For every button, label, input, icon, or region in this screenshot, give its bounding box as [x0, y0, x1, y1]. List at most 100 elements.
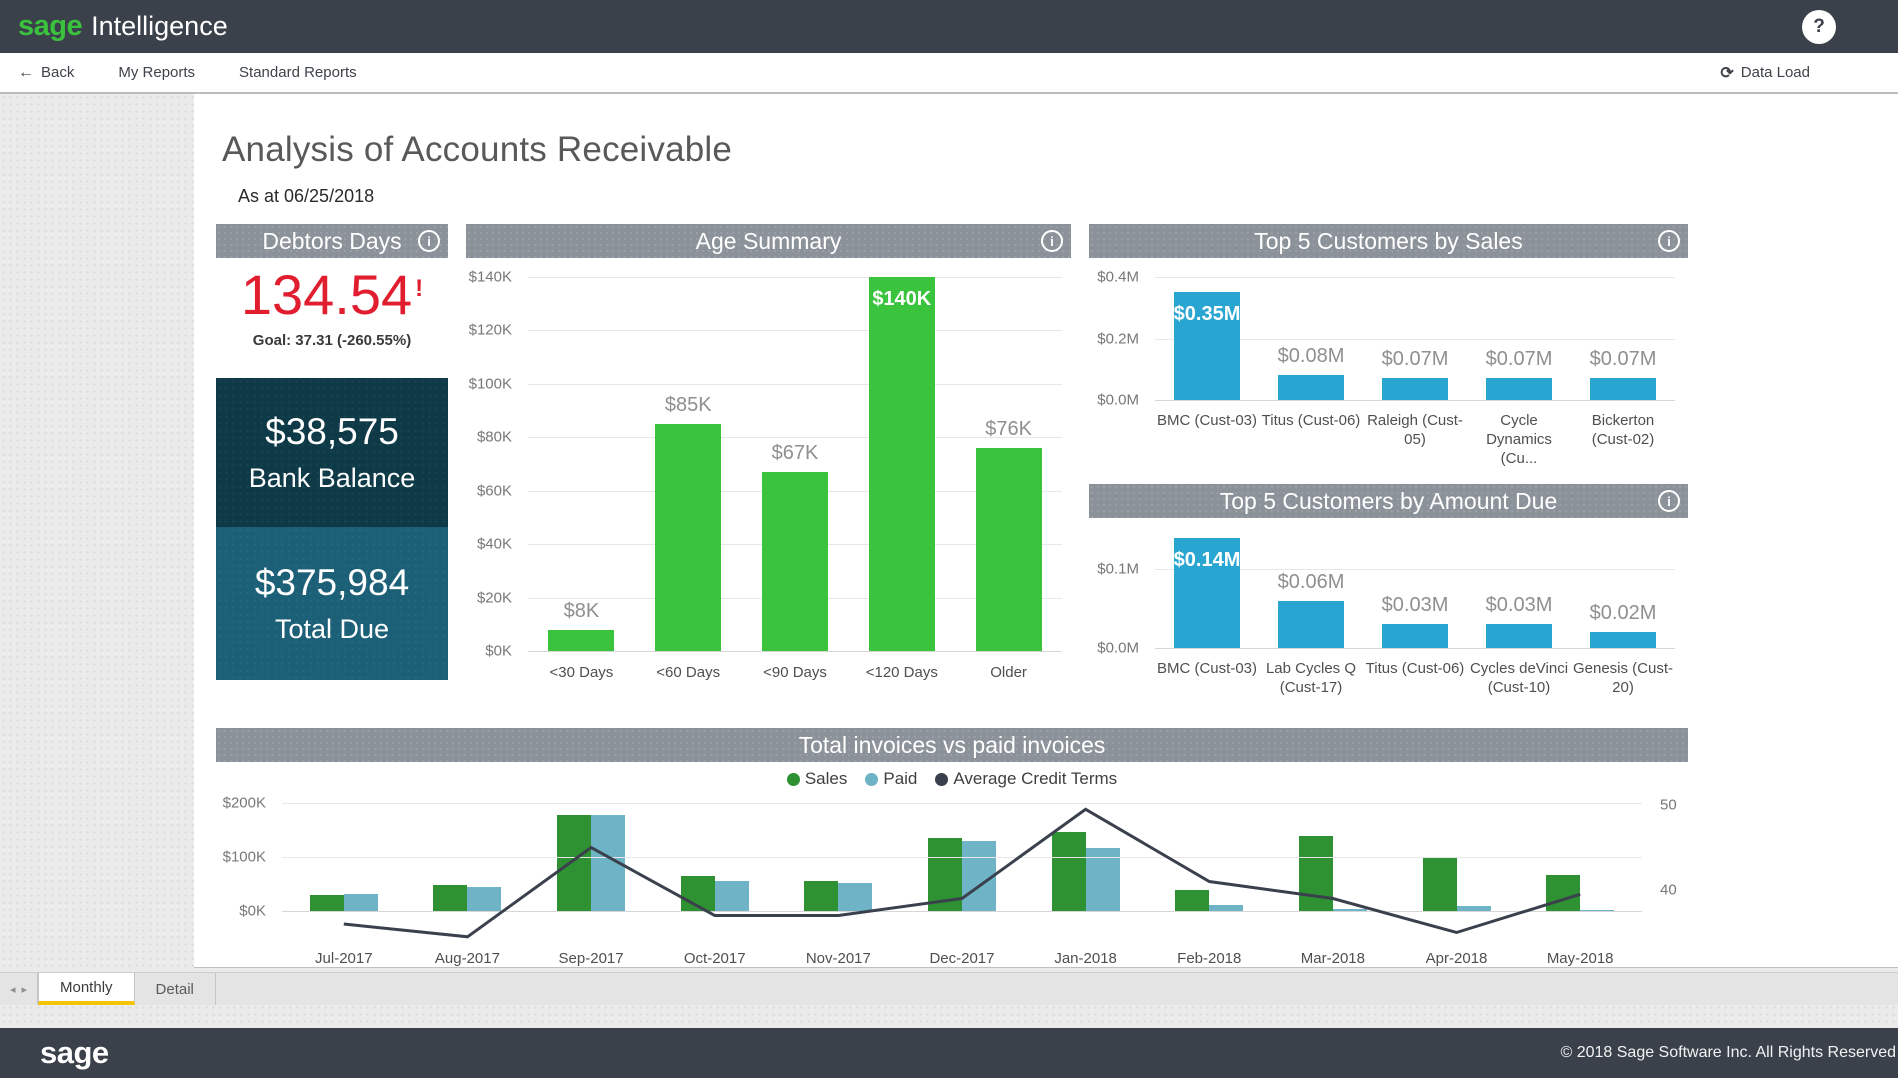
tab-monthly[interactable]: Monthly [38, 973, 135, 1005]
bar[interactable] [1278, 600, 1344, 648]
paid-bar[interactable] [1209, 904, 1244, 911]
tab-scroll-left-icon[interactable]: ◂ [9, 983, 16, 996]
month-slot [1147, 803, 1271, 911]
y-axis-label: $0.0M [1097, 391, 1139, 409]
bar[interactable] [548, 629, 615, 651]
sales-bar[interactable] [1422, 857, 1457, 911]
tab-scroll-right-icon[interactable]: ▸ [21, 983, 28, 996]
info-icon[interactable]: i [418, 230, 440, 252]
legend-item: Sales [786, 769, 847, 789]
category-label: <90 Days [763, 664, 827, 681]
bar[interactable] [1590, 378, 1656, 400]
sheet-tab-bar: ◂ ▸ Monthly Detail [0, 972, 1898, 1005]
average-credit-terms-line [343, 807, 1581, 939]
chart-legend: Sales Paid Average Credit Terms [216, 766, 1688, 792]
bar-value-label: $0.02M [1589, 602, 1657, 625]
bar[interactable] [1382, 624, 1448, 648]
sales-bar[interactable] [1051, 831, 1086, 911]
gridline [282, 857, 1642, 858]
paid-bar[interactable] [467, 887, 502, 911]
sales-bar[interactable] [1546, 874, 1581, 911]
bar-slot: $0.07M [1467, 277, 1571, 400]
bar[interactable] [1486, 624, 1552, 648]
bar-value-label: $0.35M [1173, 303, 1241, 326]
gridline [282, 911, 1642, 912]
category-label: BMC (Cust-03) [1156, 412, 1257, 429]
nav-my-reports[interactable]: My Reports [118, 64, 196, 81]
month-label: May-2018 [1546, 950, 1614, 967]
bar[interactable] [1174, 537, 1240, 648]
bar[interactable] [1278, 375, 1344, 400]
refresh-icon: ⟳ [1720, 64, 1734, 82]
month-slot [653, 803, 777, 911]
bar-slot: $0.35M [1155, 277, 1259, 400]
category-label: Bickerton (Cust-02) [1591, 412, 1655, 448]
bar-slot: $0.08M [1259, 277, 1363, 400]
bar-slot: $0.07M [1571, 277, 1675, 400]
category-label: Titus (Cust-06) [1365, 660, 1465, 677]
month-label: Feb-2018 [1177, 950, 1242, 967]
back-button[interactable]: ← Back [18, 64, 74, 82]
bar-slot: $0.03M [1467, 530, 1571, 648]
info-icon[interactable]: i [1658, 490, 1680, 512]
bar[interactable] [1590, 632, 1656, 648]
paid-bar[interactable] [838, 882, 873, 911]
top5-sales-header: Top 5 Customers by Sales i [1089, 224, 1688, 258]
data-load-button[interactable]: ⟳ Data Load [1720, 63, 1810, 83]
help-icon[interactable]: ? [1802, 10, 1836, 44]
paid-bar[interactable] [961, 841, 996, 911]
sales-bar[interactable] [1175, 889, 1210, 911]
bar-value-label: $140K [872, 288, 932, 310]
bar-value-label: $0.07M [1381, 348, 1449, 371]
paid-bar[interactable] [1085, 848, 1120, 911]
paid-bar[interactable] [1456, 905, 1491, 911]
gridline [1155, 277, 1675, 278]
legend-dot-icon [865, 772, 879, 786]
month-label: Jan-2018 [1054, 950, 1117, 967]
top5-due-x-axis: BMC (Cust-03) Lab Cycles Q (Cust-17) Titus… [1155, 660, 1675, 704]
invoices-x-axis: Jul-2017 Aug-2017 Sep-2017 Oct-2017 Nov-2017… [282, 950, 1642, 972]
sales-bar[interactable] [557, 814, 592, 911]
top5-due-y-axis: $0.0M $0.1M [1089, 530, 1147, 657]
tab-detail[interactable]: Detail [135, 973, 216, 1005]
bar-slot: $85K [635, 277, 742, 651]
category-label: Cycle Dynamics (Cu... [1486, 412, 1552, 467]
bar[interactable] [1486, 378, 1552, 400]
info-icon[interactable]: i [1041, 230, 1063, 252]
bar[interactable] [975, 447, 1042, 651]
y-axis-label: $0.0M [1097, 639, 1139, 657]
sales-bar[interactable] [433, 885, 468, 911]
category-label: <120 Days [865, 664, 938, 681]
bar[interactable] [1174, 292, 1240, 400]
age-summary-x-axis: <30 Days <60 Days <90 Days <120 Days Older [528, 664, 1062, 704]
paid-bar[interactable] [714, 880, 749, 911]
bar[interactable] [655, 423, 722, 651]
top-app-bar: sage Intelligence ? [0, 0, 1898, 53]
bar[interactable] [1382, 378, 1448, 400]
bar-value-label: $0.07M [1589, 348, 1657, 371]
top5-due-plot: $0.14M $0.06M $0.03M $0.03M $0.02M [1155, 530, 1675, 649]
tab-scroll-arrows[interactable]: ◂ ▸ [0, 973, 38, 1005]
top5-sales-plot: $0.35M $0.08M $0.07M $0.07M $0.07M [1155, 277, 1675, 401]
sales-bar[interactable] [804, 880, 839, 911]
bank-balance-value: $38,575 [265, 411, 399, 452]
info-icon[interactable]: i [1658, 230, 1680, 252]
month-label: Nov-2017 [805, 950, 871, 967]
left-axis-label: $0K [239, 902, 266, 920]
month-slot [406, 803, 530, 911]
bar[interactable] [761, 472, 828, 651]
y-axis-label: $40K [476, 535, 512, 553]
back-arrow-icon: ← [18, 63, 34, 81]
bar-slot: $0.07M [1363, 277, 1467, 400]
nav-standard-reports[interactable]: Standard Reports [239, 64, 357, 81]
month-label: Sep-2017 [558, 950, 624, 967]
bar[interactable] [868, 277, 935, 651]
paid-bar[interactable] [1332, 908, 1367, 911]
report-canvas: Analysis of Accounts Receivable As at 06… [194, 94, 1898, 968]
invoices-plot [282, 803, 1642, 948]
sales-bar[interactable] [309, 894, 344, 911]
paid-bar[interactable] [343, 894, 378, 911]
paid-bar[interactable] [1580, 909, 1615, 911]
bar-value-label: $0.07M [1485, 348, 1553, 371]
category-label: <30 Days [549, 664, 614, 681]
